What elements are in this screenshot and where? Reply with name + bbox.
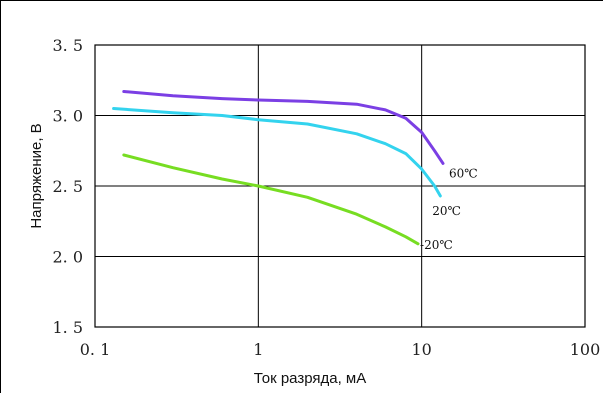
y-tick-label: 3. 5	[52, 36, 83, 55]
series-labels: 60℃ 20℃ -20℃	[420, 166, 478, 251]
x-tick-label: 0. 1	[80, 340, 111, 359]
y-tick-label: 2. 0	[52, 248, 83, 267]
series-line	[112, 107, 442, 198]
x-axis-label: Ток разряда, мА	[254, 370, 367, 387]
series-group	[112, 90, 445, 246]
series-label: 60℃	[449, 166, 478, 180]
y-axis-label: Напряжение, В	[28, 123, 45, 228]
grid	[94, 44, 586, 328]
series-line	[122, 90, 445, 165]
series-label: 20℃	[432, 204, 461, 218]
x-tick-label: 10	[411, 340, 431, 359]
series-line	[122, 153, 420, 246]
x-tick-label: 100	[570, 340, 601, 359]
series-label: -20℃	[420, 238, 453, 252]
y-tick-label: 1. 5	[52, 318, 83, 337]
tick-labels: 1. 5 2. 0 2. 5 3. 0 3. 5 0. 1 1 10 100	[52, 36, 600, 359]
x-tick-label: 1	[253, 340, 263, 359]
y-tick-label: 2. 5	[52, 177, 83, 196]
y-tick-label: 3. 0	[52, 107, 83, 126]
